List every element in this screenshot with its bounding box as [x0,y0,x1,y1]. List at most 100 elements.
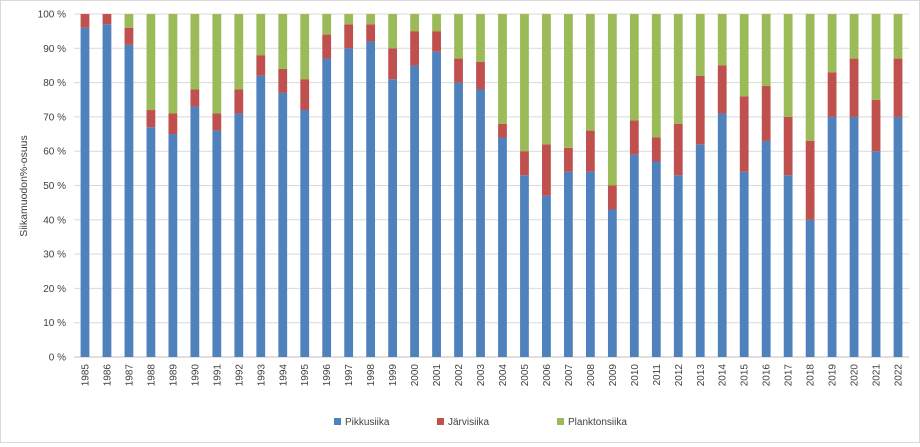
bar-pikkusiika-2012 [673,175,683,357]
x-tick-label: 2014 [718,364,729,387]
x-axis-ticks: 1985 1986 1987 1988 1989 1990 1991 1992 1993 1994… [80,364,904,387]
x-tick-label: 2018 [806,364,817,387]
bar-pikkusiika-2002 [454,82,463,357]
bar-pikkusiika-1998 [366,41,376,357]
bar-pikkusiika-1993 [256,75,266,358]
x-tick-label: 1986 [102,364,113,387]
bar-pikkusiika-2018 [805,219,815,357]
x-tick-label: 1999 [388,364,399,387]
x-tick-label: 1991 [212,364,223,387]
x-tick-label: 2022 [894,364,905,387]
bar-järvisiika-1998 [366,24,376,42]
y-axis-label: Siikamuodon%-osuus [18,135,30,237]
bar-järvisiika-2019 [827,72,837,117]
bar-planktonsiika-2007 [564,14,573,148]
legend-label-planktonsiika: Planktonsiika [568,417,627,428]
x-tick-label: 2015 [740,364,751,387]
x-tick-label: 1998 [366,364,377,387]
x-tick-label: 1990 [190,364,201,387]
x-tick-label: 2010 [630,364,641,387]
bar-planktonsiika-2009 [607,14,617,186]
x-tick-label: 1987 [124,364,135,387]
x-tick-label: 1997 [344,364,355,387]
legend-swatch-järvisiika [437,418,444,425]
bar-pikkusiika-1992 [234,113,244,357]
bar-planktonsiika-1995 [300,14,310,80]
bar-planktonsiika-2010 [629,14,639,121]
bar-järvisiika-2005 [520,151,529,176]
bar-planktonsiika-1991 [212,14,222,114]
x-tick-label: 2003 [476,364,487,387]
bar-järvisiika-2010 [629,120,639,155]
bar-järvisiika-2012 [673,123,683,176]
bars [80,14,903,358]
bar-planktonsiika-2011 [651,14,661,138]
bar-pikkusiika-2015 [739,171,749,357]
bar-planktonsiika-1989 [168,14,178,114]
x-tick-label: 2019 [828,364,839,387]
y-axis-ticks: 0 % 10 % 20 % 30 % 40 % 50 % 60 % 70 % 80 % 90 % 1… [38,10,66,364]
bar-järvisiika-2020 [849,58,859,117]
bar-järvisiika-2008 [585,130,595,172]
bar-pikkusiika-2007 [564,171,573,357]
x-tick-label: 1996 [322,364,333,387]
bar-järvisiika-2009 [607,185,617,210]
bar-järvisiika-2017 [783,116,793,176]
bar-järvisiika-1994 [278,68,288,93]
bar-pikkusiika-2017 [783,175,793,357]
bar-järvisiika-2001 [432,31,441,52]
bar-pikkusiika-2009 [607,209,617,357]
bar-planktonsiika-1990 [190,14,200,90]
x-tick-label: 1993 [256,364,267,387]
bar-planktonsiika-1996 [322,14,332,35]
bar-pikkusiika-1987 [124,44,134,358]
x-tick-label: 2021 [872,364,883,387]
bar-järvisiika-2006 [542,144,551,196]
y-tick-label: 20 % [43,284,66,295]
bar-järvisiika-2022 [893,58,903,117]
x-tick-label: 2005 [520,364,531,387]
y-tick-label: 50 % [43,181,66,192]
x-tick-label: 2007 [564,364,575,387]
bar-järvisiika-2021 [871,99,881,152]
bar-pikkusiika-1995 [300,110,310,357]
bar-planktonsiika-1997 [344,14,354,25]
bar-järvisiika-2013 [695,75,705,145]
bar-järvisiika-2003 [476,62,485,90]
x-tick-label: 2009 [608,364,619,387]
y-tick-label: 0 % [49,353,66,364]
bar-planktonsiika-2021 [871,14,881,100]
bar-planktonsiika-1994 [278,14,288,69]
bar-järvisiika-2007 [564,147,573,172]
x-tick-label: 2008 [586,364,597,387]
x-tick-label: 2020 [850,364,861,387]
bar-planktonsiika-2001 [432,14,441,32]
bar-planktonsiika-2017 [783,14,793,117]
bar-järvisiika-2015 [739,96,749,172]
bar-järvisiika-1985 [80,14,90,28]
bar-pikkusiika-2003 [476,89,485,358]
y-tick-label: 80 % [43,78,66,89]
x-tick-label: 2001 [432,364,443,387]
bar-planktonsiika-1987 [124,14,134,28]
bar-planktonsiika-2012 [673,14,683,124]
bar-pikkusiika-1999 [388,79,398,358]
bar-planktonsiika-2019 [827,14,837,73]
bar-järvisiika-1990 [190,89,200,107]
bar-pikkusiika-2008 [585,171,595,357]
x-tick-label: 2011 [652,364,663,386]
bar-järvisiika-2018 [805,140,815,220]
bar-planktonsiika-2005 [520,14,529,152]
y-tick-label: 90 % [43,44,66,55]
bar-planktonsiika-2022 [893,14,903,59]
bar-järvisiika-2011 [651,137,661,162]
bar-planktonsiika-1988 [146,14,156,111]
bar-järvisiika-2004 [498,123,507,138]
bar-järvisiika-1987 [124,27,134,45]
bar-pikkusiika-2006 [542,195,551,357]
x-tick-label: 2006 [542,364,553,387]
bar-järvisiika-2016 [761,86,771,141]
bar-planktonsiika-2013 [695,14,705,76]
